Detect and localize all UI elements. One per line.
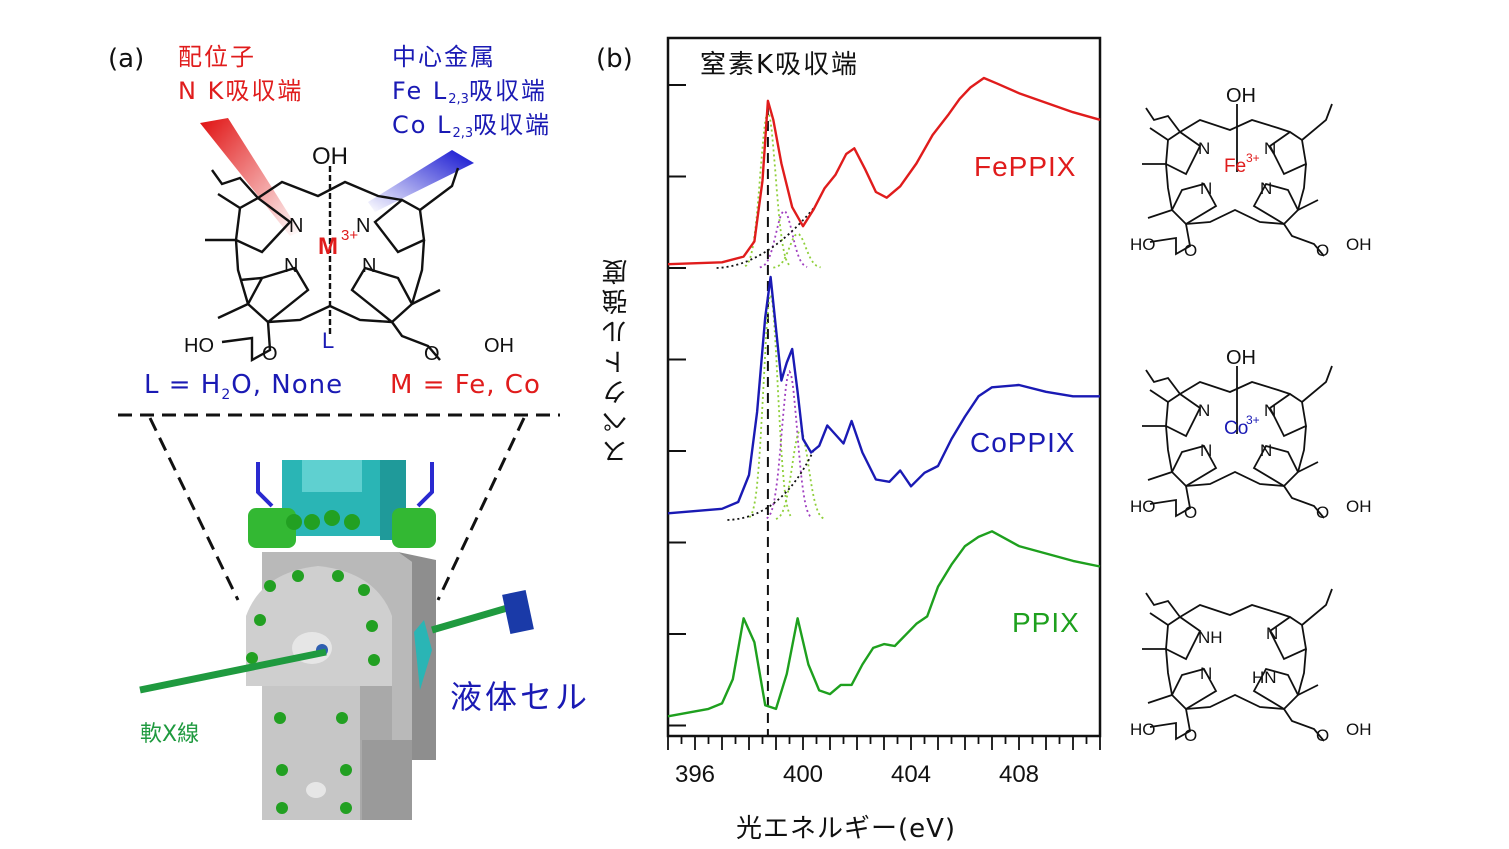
n-atom: N [1200,664,1212,683]
n-atom: N [1260,179,1272,198]
x-tick-label: 408 [999,761,1039,788]
series-label-CoPPIX: CoPPIX [970,427,1076,458]
metal-title: 中心金属 [392,43,496,71]
n-atom: N [1266,624,1278,643]
hooc-left-o: O [1184,503,1197,522]
hooc-left-ho: HO [1130,720,1156,739]
hooc-right-oh: OH [1346,235,1372,254]
nh-label: NH [1198,628,1223,647]
metal-beam [368,150,474,212]
hn-label: HN [1252,668,1277,687]
ligand-title: 配位子 [178,43,256,71]
n-atom-3: N [284,255,298,277]
oh-label: OH [1226,85,1256,107]
hooc-right-oh: OH [484,335,514,357]
edge-label: 窒素K吸収端 [700,44,860,81]
zoom-lines [118,413,560,601]
series-label-FePPIX: FePPIX [974,151,1076,182]
fit-peak [775,428,824,520]
ligand-beam [200,118,300,236]
hooc-right-o: O [1316,503,1329,522]
metal-label: Co [1224,418,1248,439]
hooc-left-o: O [1184,241,1197,260]
liquid-cell-label: 液体セル [450,678,591,716]
x-tick-label: 396 [675,761,715,788]
metal-label: Fe [1224,156,1246,177]
n-atom: N [1200,179,1212,198]
hooc-left-ho: HO [1130,235,1156,254]
legend-m: M = Fe, Co [390,370,541,400]
fit-peak [773,232,821,269]
porphyrin-structure [205,166,460,363]
n-atom: N [1260,441,1272,460]
hooc-left-ho: HO [184,335,214,357]
hooc-right-o: O [1316,726,1329,745]
chart-x-label: 光エネルギー(eV) [736,814,957,844]
ligand-edge-label: N K吸収端 [178,77,304,105]
xray-beam [139,648,327,694]
panel-b-label: (b) [596,44,633,74]
metal-charge: 3+ [1246,151,1260,165]
metal-charge: 3+ [1246,413,1260,427]
hooc-right-o: O [424,343,440,365]
molecule-2: OH N N N N Co3+ HO O O OH [1130,347,1372,522]
axial-ligand-label: L [322,328,334,353]
metal-edge-fe-label: Fe L2,3吸収端 [392,77,547,107]
fit-baseline [716,207,815,269]
n-atom: N [1198,139,1210,158]
fit-peak [748,292,792,519]
x-tick-label: 400 [783,761,823,788]
series-line-CoPPIX [667,275,1100,515]
hooc-left-o: O [1184,726,1197,745]
oh-label: OH [1226,347,1256,369]
hooc-left-o: O [262,343,278,365]
n-atom: N [1264,139,1276,158]
n-atom-2: N [356,215,370,237]
molecule-1: OH N N N N Fe 3+ HO O O OH [1130,85,1372,260]
series-label-PPIX: PPIX [1012,607,1080,638]
xray-label: 軟X線 [140,722,200,747]
metal-edge-co-label: Co L2,3吸収端 [392,111,552,141]
n-atom: N [1198,401,1210,420]
x-tick-label: 404 [891,761,931,788]
panel-a-label: (a) [108,44,145,74]
n-atom: N [1264,401,1276,420]
n-atom-1: N [289,215,303,237]
n-atom-4: N [362,255,376,277]
n-atom: N [1200,441,1212,460]
metal-center-label: M [318,233,338,260]
metal-charge-label: 3+ [341,227,358,244]
legend-l: L = H2O, None [144,370,344,404]
series-line-PPIX [667,530,1101,718]
series-line-FePPIX [667,76,1101,266]
hooc-left-ho: HO [1130,497,1156,516]
hooc-right-oh: OH [1346,720,1372,739]
hooc-right-o: O [1316,241,1329,260]
fit-peak [759,209,808,269]
fit-baseline [727,449,815,521]
hooc-right-oh: OH [1346,497,1372,516]
oh-label: OH [312,143,348,170]
liquid-cell-image [139,460,534,820]
panel-a-drawing: OH N N N N M 3+ L HO O O OH [118,118,560,820]
spectra-chart: 396 400 404 408 FePPIX CoPPIX PPIX [666,36,1102,788]
